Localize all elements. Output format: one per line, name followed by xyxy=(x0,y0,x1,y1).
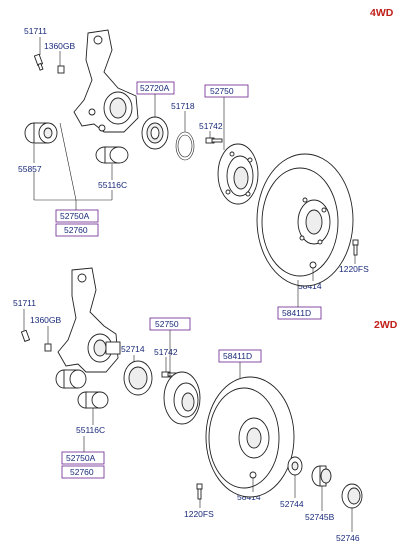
hub-bolt-51742-icon xyxy=(205,137,223,144)
bushing-55116c-2wd-icon xyxy=(77,391,109,409)
label-51718: 51718 xyxy=(171,101,195,111)
bearing-52720a-icon xyxy=(141,116,169,150)
label-58411d-2wd[interactable]: 58411D xyxy=(223,351,252,361)
bushing-2wd-left-icon xyxy=(55,369,87,389)
label-55116c-2wd: 55116C xyxy=(76,425,105,435)
label-1360gb: 1360GB xyxy=(44,41,76,51)
label-52714-2wd: 52714 xyxy=(121,344,145,354)
screw-58414-2wd-icon xyxy=(249,471,257,479)
screw-58414-icon xyxy=(309,261,317,269)
brake-disc-58411d-icon xyxy=(256,153,354,287)
label-52746-2wd: 52746 xyxy=(336,533,360,543)
label-52760-2wd[interactable]: 52760 xyxy=(70,467,94,477)
section-4wd: 4WD 51711 1360GB 52720A 51718 52750 5174… xyxy=(18,7,394,320)
callout-box-52720a xyxy=(136,81,175,95)
bushing-55116c-icon xyxy=(95,146,129,164)
bolt-1220fs-2wd-icon xyxy=(196,483,203,500)
callout-box-52760-2wd xyxy=(61,465,105,479)
wheel-hub-52750-icon xyxy=(217,143,259,205)
washer-52744-2wd-icon xyxy=(287,456,303,476)
label-1220fs-2wd: 1220FS xyxy=(184,509,214,519)
label-52745b-2wd: 52745B xyxy=(305,512,335,522)
callout-box-52750a xyxy=(55,209,99,223)
wheel-hub-52750-2wd-icon xyxy=(163,371,201,425)
label-52750-top-2wd[interactable]: 52750 xyxy=(155,319,179,329)
label-52720a[interactable]: 52720A xyxy=(140,83,170,93)
label-52760[interactable]: 52760 xyxy=(64,225,88,235)
section-2wd: 2WD 51711 1360GB 52750 52714 51742 58411… xyxy=(13,267,398,543)
label-1360gb-2wd: 1360GB xyxy=(30,315,62,325)
bolt-1220fs-icon xyxy=(352,239,359,256)
label-58411d[interactable]: 58411D xyxy=(282,308,311,318)
callout-box-52750-top xyxy=(204,84,249,98)
callout-box-52760 xyxy=(55,223,99,237)
nut-1360gb-icon xyxy=(57,65,65,74)
label-55857: 55857 xyxy=(18,164,42,174)
label-52750a-2wd[interactable]: 52750A xyxy=(66,453,96,463)
label-55116c: 55116C xyxy=(98,180,127,190)
seal-52714-2wd-icon xyxy=(123,360,153,396)
bolt-51711-2wd-icon xyxy=(20,329,31,342)
cap-52746-2wd-icon xyxy=(341,483,363,509)
callout-box-58411d xyxy=(277,306,322,320)
brake-disc-58411d-2wd-icon xyxy=(205,376,295,498)
label-51711: 51711 xyxy=(24,26,47,36)
label-52750a[interactable]: 52750A xyxy=(60,211,90,221)
bushing-55857-icon xyxy=(24,122,58,144)
steering-knuckle-2wd-icon xyxy=(57,267,121,373)
label-51711-2wd: 51711 xyxy=(13,298,36,308)
label-52744-2wd: 52744 xyxy=(280,499,304,509)
nut-52745b-2wd-icon xyxy=(311,465,332,487)
nut-1360gb-2wd-icon xyxy=(44,343,52,352)
label-51742: 51742 xyxy=(199,121,223,131)
bolt-51711-icon xyxy=(33,53,44,71)
callout-box-52750a-2wd xyxy=(61,451,105,465)
snap-ring-51718-icon xyxy=(175,131,195,161)
label-52750-top[interactable]: 52750 xyxy=(210,86,234,96)
steering-knuckle-icon xyxy=(73,29,139,133)
section-tag-4wd: 4WD xyxy=(370,7,394,19)
section-tag-2wd: 2WD xyxy=(374,319,398,331)
label-51742-2wd: 51742 xyxy=(154,347,178,357)
label-1220fs: 1220FS xyxy=(339,264,369,274)
